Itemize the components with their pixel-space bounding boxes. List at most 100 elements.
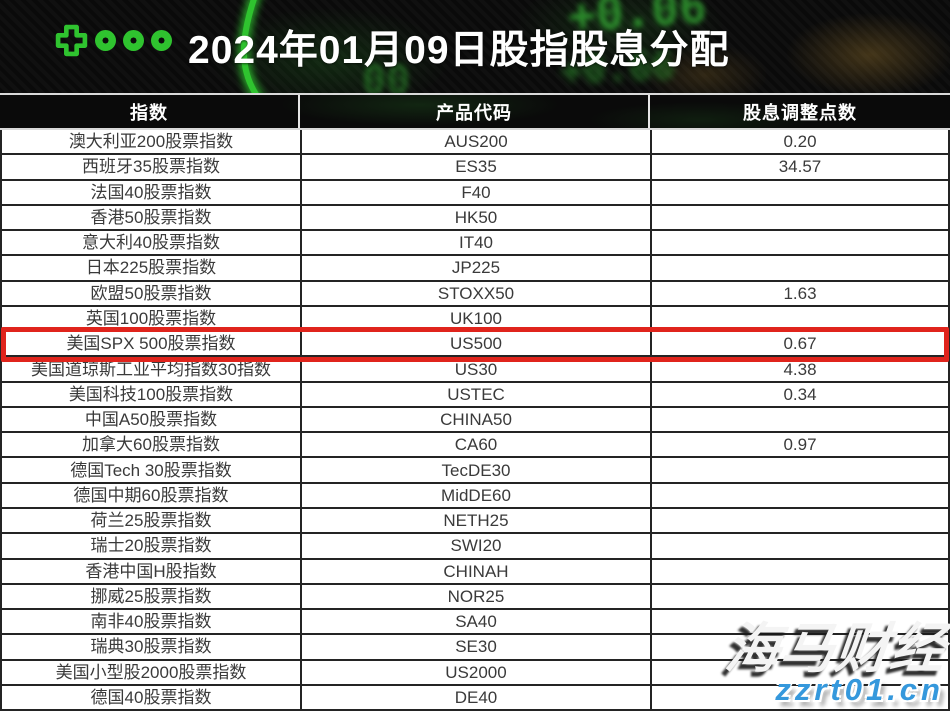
cell-dividend [652, 231, 948, 254]
cell-code: F40 [302, 180, 652, 204]
cell-dividend [652, 181, 948, 204]
column-header-dividend-adjustment: 股息调整点数 [743, 102, 857, 123]
table-row: 香港中国H股指数 CHINAH [2, 559, 948, 585]
cell-index-name: 香港50股票指数 [2, 205, 302, 230]
table-row: 意大利40股票指数 IT40 [2, 231, 948, 257]
cell-index-name: 美国道琼斯工业平均指数30指数 [2, 357, 302, 381]
cell-dividend: 4.38 [783, 359, 817, 379]
table-row: 挪威25股票指数 NOR25 [2, 584, 948, 611]
table-row: 中国A50股票指数 CHINA50 [2, 407, 948, 434]
cell-index-name: 德国Tech 30股票指数 [2, 458, 302, 482]
cell-dividend [652, 509, 948, 532]
table-row: 美国科技100股票指数 USTEC 0.34 [2, 382, 948, 408]
cell-code: AUS200 [302, 130, 652, 154]
cell-code: ES35 [302, 155, 652, 179]
cell-index-name: 挪威25股票指数 [2, 584, 302, 609]
cell-code: US2000 [302, 660, 652, 684]
cell-dividend [652, 585, 948, 608]
cell-index-name: 日本225股票指数 [2, 256, 302, 280]
cell-index-name: 瑞士20股票指数 [2, 534, 302, 558]
cell-code: CHINA50 [302, 407, 652, 432]
table-row: 瑞典30股票指数 SE30 [2, 635, 948, 661]
cell-index-name: 西班牙35股票指数 [2, 155, 302, 179]
table-row: 德国Tech 30股票指数 TecDE30 [2, 458, 948, 484]
cell-index-name: 香港中国H股指数 [2, 559, 302, 583]
dot-icon [95, 30, 116, 51]
banner: +0.06 +0.66 00 2024年01月09日股指股息分配 [0, 0, 950, 93]
column-header-index: 指数 [0, 95, 300, 128]
cell-code: STOXX50 [302, 281, 652, 305]
cell-index-name: 法国40股票指数 [2, 180, 302, 204]
cell-code: SA40 [302, 610, 652, 634]
cell-index-name: 中国A50股票指数 [2, 407, 302, 432]
cell-index-name: 美国科技100股票指数 [2, 382, 302, 406]
green-swoosh-graphic [237, 0, 263, 93]
table-row: 美国道琼斯工业平均指数30指数 US30 4.38 [2, 357, 948, 383]
cell-code: CA60 [302, 433, 652, 457]
cell-dividend [652, 484, 948, 507]
cell-dividend [652, 534, 948, 557]
cell-index-name: 澳大利亚200股票指数 [2, 130, 302, 154]
cell-code: CHINAH [302, 559, 652, 583]
cell-index-name: 德国40股票指数 [2, 685, 302, 710]
table-row: 法国40股票指数 F40 [2, 180, 948, 206]
plus-icon [55, 24, 88, 57]
cell-code: HK50 [302, 205, 652, 230]
cell-index-name: 美国SPX 500股票指数 [2, 332, 302, 356]
table-row: 南非40股票指数 SA40 [2, 610, 948, 636]
page-title: 2024年01月09日股指股息分配 [188, 28, 730, 72]
cell-code: US500 [302, 332, 652, 356]
cell-code: NOR25 [302, 584, 652, 609]
cell-dividend [652, 610, 948, 633]
table-row: 美国SPX 500股票指数 US500 0.67 [2, 332, 948, 358]
cell-code: DE40 [302, 685, 652, 710]
cell-dividend [652, 458, 948, 481]
cell-index-name: 加拿大60股票指数 [2, 433, 302, 457]
cell-code: IT40 [302, 231, 652, 255]
cell-index-name: 意大利40股票指数 [2, 231, 302, 255]
table-row: 荷兰25股票指数 NETH25 [2, 508, 948, 535]
cell-dividend [652, 256, 948, 279]
cell-code: NETH25 [302, 508, 652, 533]
cell-dividend [652, 408, 948, 431]
column-header-product-code: 产品代码 [300, 95, 650, 128]
cell-index-name: 美国小型股2000股票指数 [2, 660, 302, 684]
cell-dividend [652, 686, 948, 709]
cell-code: SWI20 [302, 534, 652, 558]
cell-index-name: 德国中期60股票指数 [2, 483, 302, 507]
cell-dividend [652, 635, 948, 658]
cell-dividend: 0.20 [783, 132, 817, 152]
cell-dividend [652, 560, 948, 583]
cell-index-name: 南非40股票指数 [2, 610, 302, 634]
cell-dividend [652, 661, 948, 684]
cell-index-name: 欧盟50股票指数 [2, 281, 302, 305]
cell-index-name: 荷兰25股票指数 [2, 508, 302, 533]
table-header-row: 指数 产品代码 股息调整点数 [0, 93, 950, 130]
cell-dividend [652, 206, 948, 229]
table-row: 日本225股票指数 JP225 [2, 256, 948, 282]
cell-code: UK100 [302, 306, 652, 331]
cell-index-name: 英国100股票指数 [2, 306, 302, 331]
cell-code: USTEC [302, 382, 652, 406]
table-row: 德国40股票指数 DE40 [2, 685, 948, 710]
table-row: 瑞士20股票指数 SWI20 [2, 534, 948, 560]
dot-icon [151, 30, 172, 51]
cell-dividend: 0.34 [783, 384, 817, 404]
table-row: 澳大利亚200股票指数 AUS200 0.20 [2, 130, 948, 156]
logo [55, 24, 172, 57]
cell-code: JP225 [302, 256, 652, 280]
table-row: 加拿大60股票指数 CA60 0.97 [2, 433, 948, 459]
dot-icon [123, 30, 144, 51]
cell-code: MidDE60 [302, 483, 652, 507]
cell-dividend: 0.67 [783, 334, 817, 354]
table-row: 香港50股票指数 HK50 [2, 205, 948, 232]
table-row: 英国100股票指数 UK100 [2, 306, 948, 333]
cell-dividend: 34.57 [778, 157, 822, 177]
table-row: 德国中期60股票指数 MidDE60 [2, 483, 948, 509]
cell-dividend: 1.63 [783, 283, 817, 303]
cell-code: TecDE30 [302, 458, 652, 482]
cell-dividend: 0.97 [783, 435, 817, 455]
cell-code: SE30 [302, 635, 652, 659]
table-row: 西班牙35股票指数 ES35 34.57 [2, 155, 948, 181]
